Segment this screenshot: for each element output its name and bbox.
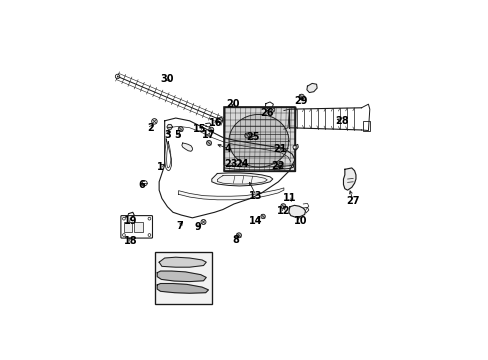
Text: 13: 13 xyxy=(249,191,263,201)
Circle shape xyxy=(244,133,249,138)
Polygon shape xyxy=(228,114,288,167)
Polygon shape xyxy=(288,205,305,217)
Circle shape xyxy=(208,127,213,132)
Text: 2: 2 xyxy=(146,123,153,133)
Text: 24: 24 xyxy=(235,159,248,169)
Circle shape xyxy=(206,140,211,145)
Circle shape xyxy=(278,163,283,168)
Circle shape xyxy=(201,220,205,225)
Circle shape xyxy=(298,94,304,100)
FancyBboxPatch shape xyxy=(121,216,152,238)
Text: 23: 23 xyxy=(224,159,238,169)
Text: 3: 3 xyxy=(164,130,170,140)
Text: 14: 14 xyxy=(249,216,263,226)
Text: 9: 9 xyxy=(194,222,201,232)
Text: 17: 17 xyxy=(201,130,215,140)
Text: 19: 19 xyxy=(124,216,137,226)
Polygon shape xyxy=(159,257,206,267)
Text: 25: 25 xyxy=(246,132,260,143)
Bar xyxy=(224,107,294,171)
Polygon shape xyxy=(224,165,293,170)
Circle shape xyxy=(269,107,274,112)
Text: 11: 11 xyxy=(282,193,296,203)
Text: 4: 4 xyxy=(224,144,231,153)
Text: 26: 26 xyxy=(260,108,273,118)
Bar xyxy=(123,222,132,232)
Circle shape xyxy=(280,204,285,209)
Text: 28: 28 xyxy=(335,116,348,126)
Text: 22: 22 xyxy=(270,161,284,171)
Text: 6: 6 xyxy=(138,180,145,190)
Circle shape xyxy=(292,145,296,149)
Bar xyxy=(362,121,369,131)
Circle shape xyxy=(142,181,147,186)
Bar xyxy=(155,252,211,304)
Text: 15: 15 xyxy=(192,124,205,134)
Circle shape xyxy=(178,127,183,132)
Circle shape xyxy=(151,118,157,124)
Text: 18: 18 xyxy=(124,237,138,246)
Circle shape xyxy=(115,74,120,79)
Polygon shape xyxy=(216,117,223,122)
Text: 27: 27 xyxy=(346,196,359,206)
Polygon shape xyxy=(306,84,317,93)
Text: 16: 16 xyxy=(209,118,222,128)
Text: 12: 12 xyxy=(277,206,290,216)
Text: 8: 8 xyxy=(231,235,238,245)
Polygon shape xyxy=(166,125,172,129)
Text: 1: 1 xyxy=(157,162,163,172)
Circle shape xyxy=(260,214,265,219)
Polygon shape xyxy=(343,168,355,190)
Polygon shape xyxy=(211,173,272,186)
Text: 10: 10 xyxy=(293,216,306,226)
Circle shape xyxy=(236,233,241,238)
Polygon shape xyxy=(178,188,284,200)
Bar xyxy=(224,107,294,171)
Text: 30: 30 xyxy=(161,74,174,84)
Text: 29: 29 xyxy=(293,96,306,107)
Polygon shape xyxy=(157,284,208,293)
Text: 21: 21 xyxy=(272,144,286,153)
Text: 20: 20 xyxy=(225,99,239,109)
Polygon shape xyxy=(157,271,206,282)
Text: 7: 7 xyxy=(176,221,183,231)
Polygon shape xyxy=(182,143,192,151)
Bar xyxy=(134,222,142,232)
Text: 5: 5 xyxy=(174,130,181,140)
